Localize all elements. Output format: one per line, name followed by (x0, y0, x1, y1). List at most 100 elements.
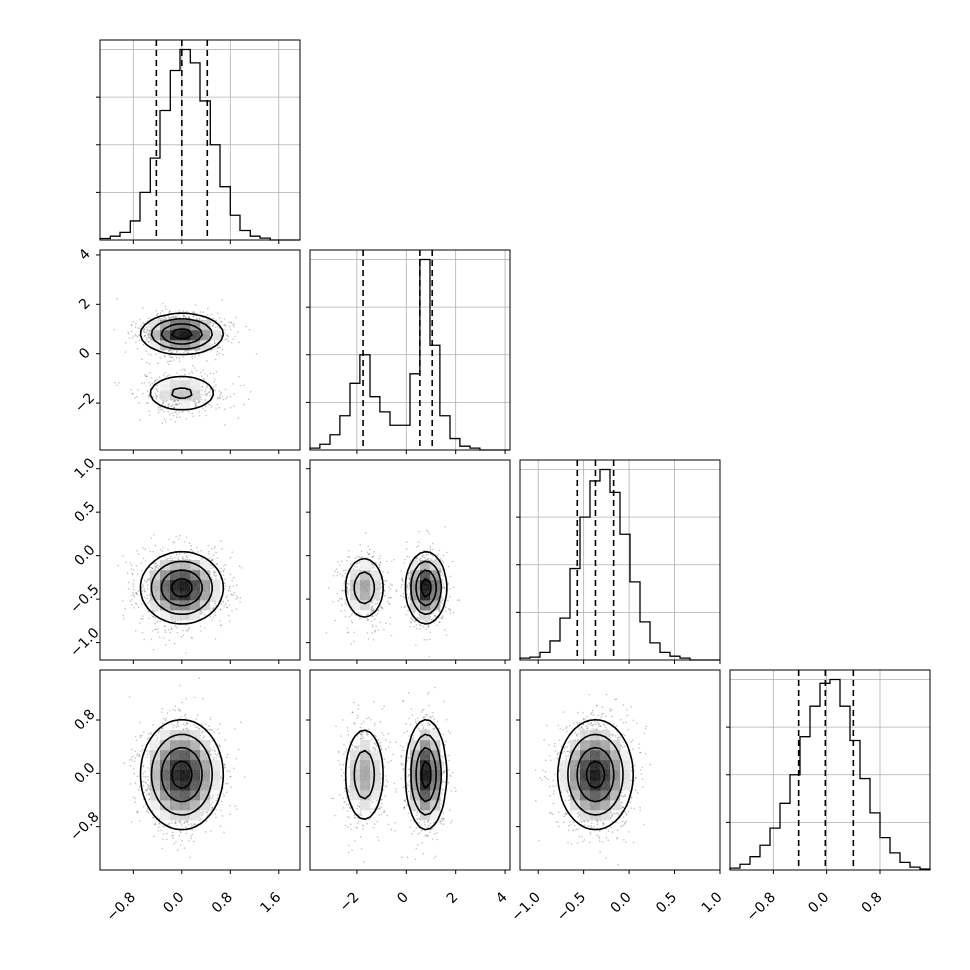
density-cell (150, 590, 161, 601)
sample-point (184, 826, 187, 828)
sample-point (380, 605, 382, 608)
sample-point (157, 628, 159, 630)
sample-point (215, 370, 218, 373)
sample-point (157, 407, 159, 409)
sample-point (404, 597, 406, 599)
sample-point (175, 841, 177, 843)
hist-p3 (726, 669, 931, 874)
sample-point (225, 596, 228, 599)
sample-point (171, 351, 173, 354)
density-cell (200, 330, 211, 341)
sample-point (216, 563, 218, 565)
sample-point (197, 401, 200, 404)
sample-point (183, 552, 186, 555)
sample-point (442, 602, 444, 605)
sample-point (200, 558, 202, 560)
sample-point (158, 409, 160, 411)
sample-point (224, 324, 227, 327)
sample-point (208, 553, 210, 555)
sample-point (198, 317, 201, 320)
density-cell (350, 600, 361, 611)
sample-point (168, 374, 170, 377)
sample-point (443, 586, 446, 588)
sample-point (148, 329, 150, 332)
sample-point (247, 398, 250, 401)
contour-p1-p2 (306, 459, 511, 664)
sample-point (214, 389, 216, 392)
sample-point (155, 310, 158, 312)
sample-point (385, 580, 388, 582)
sample-point (164, 631, 167, 633)
sample-point (429, 638, 431, 641)
sample-point (441, 617, 443, 620)
density-cell (180, 570, 191, 581)
contour-line (139, 550, 225, 625)
sample-point (180, 636, 183, 638)
sample-point (146, 402, 148, 404)
sample-point (188, 316, 191, 319)
sample-point (237, 748, 240, 751)
density-cell (430, 560, 441, 571)
sample-point (372, 609, 375, 611)
sample-point (207, 544, 209, 547)
sample-point (231, 579, 233, 582)
sample-point (153, 565, 156, 567)
sample-point (248, 328, 251, 331)
sample-point (165, 318, 167, 320)
sample-point (147, 610, 150, 613)
sample-point (222, 398, 225, 401)
sample-point (372, 555, 375, 557)
sample-point (198, 401, 200, 404)
axes-frame (99, 459, 301, 661)
sample-point (415, 624, 418, 626)
sample-point (237, 331, 239, 333)
sample-point (156, 395, 158, 397)
sample-point (159, 317, 161, 320)
sample-point (408, 556, 411, 558)
sample-point (136, 593, 138, 596)
sample-point (409, 621, 412, 623)
sample-point (130, 324, 133, 327)
sample-point (200, 371, 202, 374)
sample-point (173, 400, 176, 402)
sample-point (387, 571, 390, 574)
density-cell (200, 340, 211, 351)
sample-point (432, 542, 434, 545)
sample-point (231, 609, 233, 612)
sample-point (199, 625, 202, 628)
density-cell (180, 390, 191, 401)
sample-point (226, 334, 228, 336)
sample-point (224, 739, 226, 741)
sample-point (406, 593, 409, 596)
sample-point (148, 317, 150, 320)
sample-point (228, 587, 231, 589)
sample-point (420, 624, 422, 627)
sample-point (449, 612, 452, 615)
sample-point (150, 537, 153, 539)
sample-point (409, 626, 412, 628)
sample-point (224, 585, 226, 587)
sample-point (357, 611, 360, 614)
sample-point (389, 583, 392, 585)
sample-point (148, 617, 150, 619)
sample-point (213, 571, 216, 574)
sample-point (219, 321, 222, 323)
density-cell (410, 560, 421, 571)
sample-point (138, 318, 141, 321)
sample-point (367, 618, 369, 621)
sample-point (170, 556, 172, 558)
sample-point (146, 337, 148, 339)
sample-point (438, 610, 441, 612)
sample-point (158, 376, 161, 378)
sample-point (175, 356, 178, 359)
density-cell (410, 580, 421, 591)
sample-point (222, 353, 224, 356)
sample-point (400, 586, 402, 588)
sample-point (220, 567, 222, 570)
sample-point (147, 336, 150, 339)
sample-point (172, 317, 174, 319)
sample-point (344, 615, 347, 618)
sample-point (225, 397, 227, 400)
sample-point (388, 602, 390, 605)
sample-point (157, 362, 159, 364)
